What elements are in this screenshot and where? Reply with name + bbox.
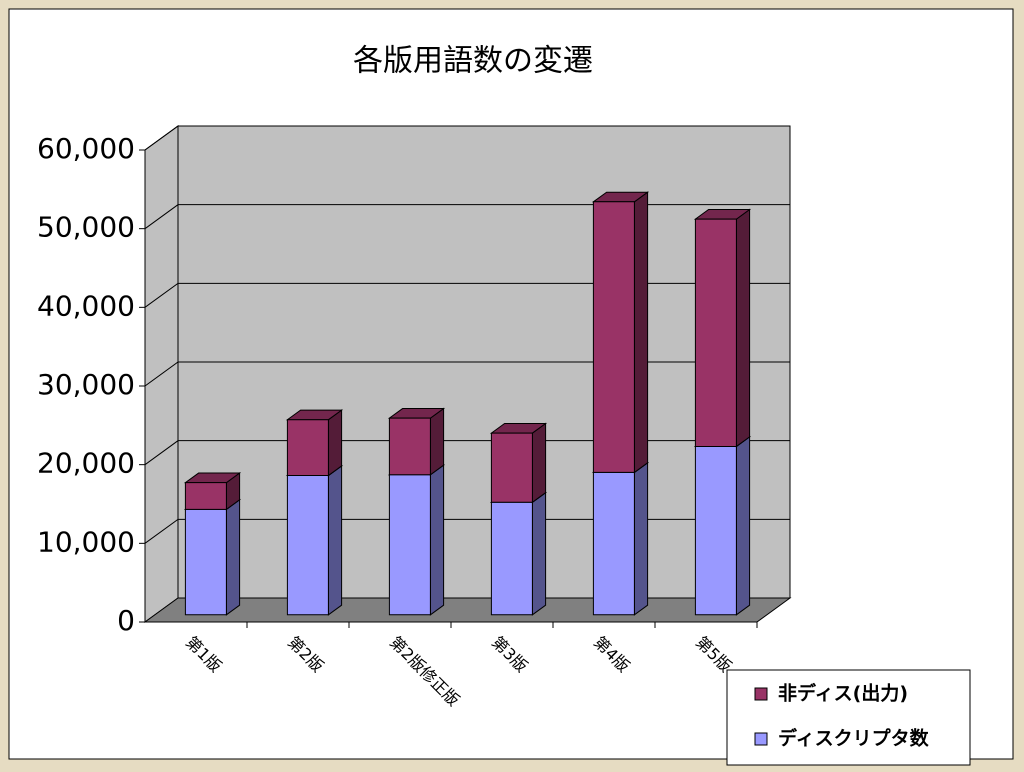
y-tick-label: 40,000 xyxy=(37,289,135,322)
y-tick-label: 50,000 xyxy=(37,211,135,244)
legend-box xyxy=(726,669,971,766)
bar-side xyxy=(531,422,547,504)
grid-line xyxy=(144,204,790,230)
bar-front xyxy=(490,432,533,503)
bar xyxy=(693,435,752,616)
bar-front xyxy=(286,419,329,477)
legend-swatch xyxy=(754,732,768,746)
y-tick-label: 20,000 xyxy=(37,447,135,480)
bar xyxy=(489,491,548,616)
y-tick-label: 0 xyxy=(117,604,135,637)
bar-side xyxy=(429,464,445,616)
bar xyxy=(183,498,242,616)
grid-line xyxy=(144,361,790,387)
bar-side xyxy=(633,461,649,616)
bar-side xyxy=(327,409,343,477)
y-tick-label: 30,000 xyxy=(37,368,135,401)
bar-front xyxy=(592,201,635,473)
bar-front xyxy=(490,501,533,616)
bar xyxy=(387,464,446,616)
bar-side xyxy=(225,498,241,616)
bar-front xyxy=(184,482,227,510)
floor xyxy=(143,597,792,623)
bar-side xyxy=(735,208,751,448)
y-tick-label: 60,000 xyxy=(37,132,135,165)
legend-label: 非ディス(出力) xyxy=(778,682,908,705)
grid-line xyxy=(144,282,790,308)
bar xyxy=(591,461,650,616)
bar-front xyxy=(184,508,227,616)
chart-title: 各版用語数の変遷 xyxy=(353,44,593,79)
grid-line xyxy=(144,518,790,544)
bar-front xyxy=(388,474,431,616)
legend-swatch xyxy=(754,687,768,701)
bar xyxy=(489,422,548,504)
bar-side xyxy=(429,407,445,476)
legend-label: ディスクリプタ数 xyxy=(778,727,930,750)
bar-front xyxy=(694,218,737,447)
y-tick-label: 10,000 xyxy=(37,525,135,558)
bar xyxy=(591,191,650,474)
grid-line xyxy=(144,440,790,466)
bar xyxy=(693,208,752,448)
bar-side xyxy=(735,435,751,616)
bar-side xyxy=(531,491,547,616)
bar-front xyxy=(592,471,635,616)
bar xyxy=(285,464,344,616)
bar-side xyxy=(633,191,649,474)
bar-front xyxy=(388,417,431,476)
grid-line xyxy=(144,125,790,151)
bar-front xyxy=(694,445,737,616)
bar-front xyxy=(286,475,329,616)
bar-side xyxy=(327,464,343,616)
bar xyxy=(387,407,446,476)
bar xyxy=(285,409,344,477)
bar xyxy=(183,472,242,511)
